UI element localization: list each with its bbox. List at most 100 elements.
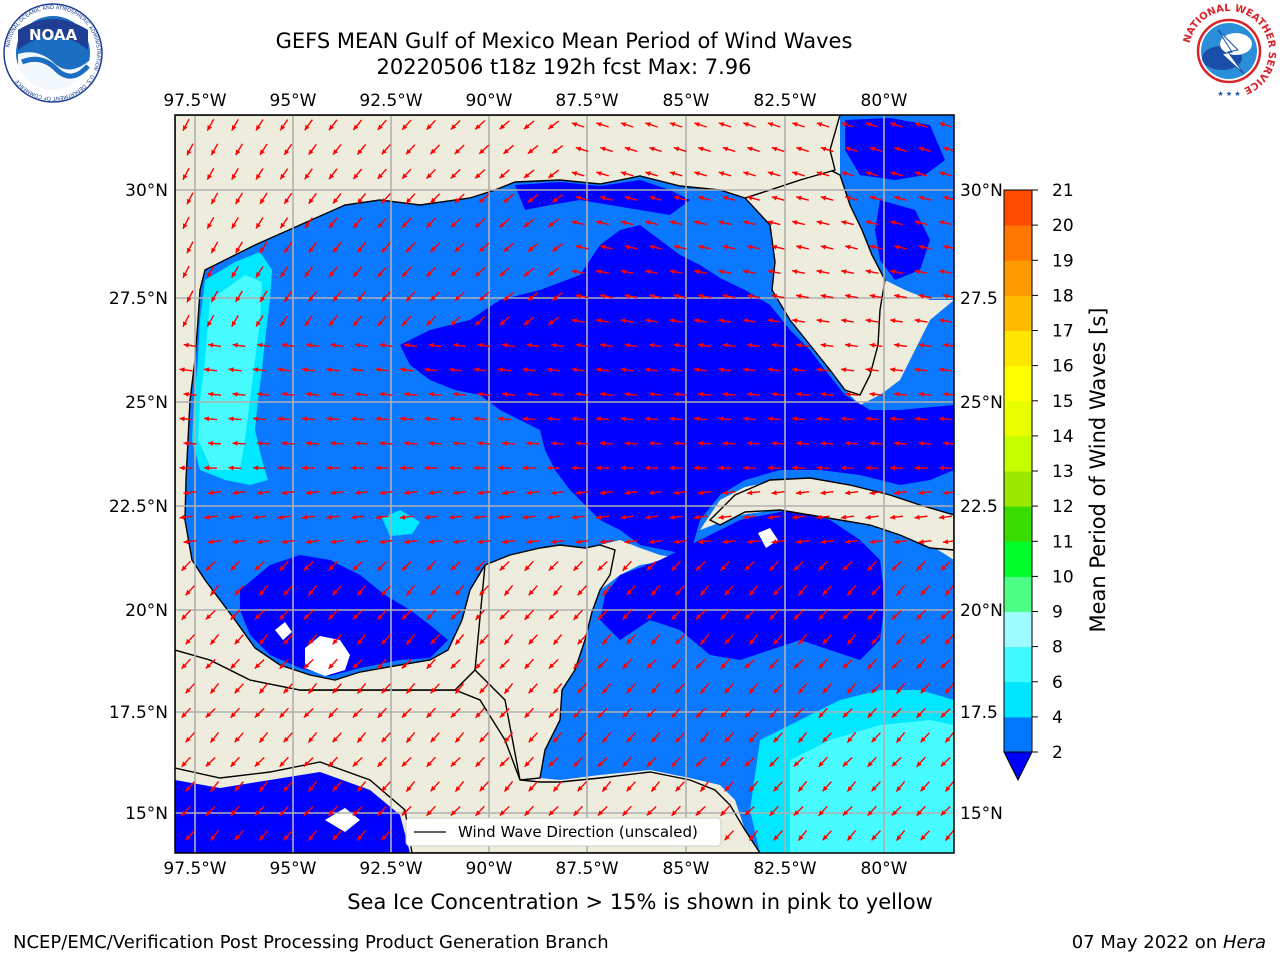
arrow-head bbox=[235, 149, 241, 156]
arrow-head bbox=[181, 663, 187, 669]
arrow-head bbox=[424, 367, 430, 373]
arrow-head bbox=[527, 295, 534, 301]
arrow-head bbox=[473, 514, 479, 520]
arrow-head bbox=[597, 761, 604, 767]
arrow-head bbox=[523, 124, 530, 130]
arrow-head bbox=[624, 195, 631, 201]
arrow-head bbox=[552, 295, 558, 301]
arrow-head bbox=[891, 712, 898, 718]
arrow-head bbox=[254, 761, 261, 767]
colorbar-segment bbox=[1004, 190, 1032, 226]
arrow-head bbox=[622, 565, 628, 571]
arrow-head bbox=[847, 639, 853, 645]
wind-wave-arrows bbox=[179, 118, 954, 842]
arrow-head bbox=[449, 367, 455, 373]
arrow-head bbox=[842, 565, 849, 571]
arrow-head bbox=[522, 367, 528, 373]
arrow-head bbox=[847, 786, 853, 792]
arrow-head bbox=[210, 835, 216, 841]
arrow-head bbox=[695, 761, 702, 767]
arrow-head bbox=[528, 785, 534, 792]
arrow-head bbox=[920, 589, 926, 596]
arrow-head bbox=[865, 514, 871, 520]
arrow-head bbox=[404, 440, 410, 446]
arrow-head bbox=[473, 367, 479, 373]
arrow-head bbox=[645, 220, 651, 226]
arrow-head bbox=[943, 244, 949, 250]
arrow-head bbox=[475, 320, 481, 326]
arrow-head bbox=[426, 565, 432, 571]
arrow-head bbox=[254, 565, 261, 571]
arrow-head bbox=[352, 712, 359, 718]
arrow-head bbox=[914, 416, 920, 422]
arrow-head bbox=[352, 565, 359, 571]
arrow-head bbox=[381, 736, 387, 743]
arrow-head bbox=[257, 342, 263, 348]
arrow-head bbox=[597, 712, 604, 718]
arrow-head bbox=[771, 391, 777, 397]
arrow-head bbox=[181, 712, 187, 718]
arrow-head bbox=[553, 688, 559, 694]
arrow-head bbox=[332, 834, 338, 841]
arrow-head bbox=[773, 834, 779, 841]
arrow-head bbox=[306, 539, 312, 545]
arrow-head bbox=[573, 663, 579, 669]
arrow-head bbox=[498, 514, 504, 520]
arrow-head bbox=[450, 271, 457, 277]
arrow-head bbox=[645, 269, 651, 275]
arrow-head bbox=[308, 247, 314, 253]
arrow-head bbox=[718, 416, 724, 422]
arrow-head bbox=[600, 195, 606, 201]
arrow-head bbox=[816, 171, 823, 176]
arrow-head bbox=[205, 565, 212, 571]
arrow-head bbox=[551, 539, 557, 545]
arrow-head bbox=[357, 639, 363, 645]
arrow-head bbox=[575, 146, 582, 152]
arrow-head bbox=[400, 367, 406, 373]
lat-label-left: 20°N bbox=[125, 601, 168, 621]
arrow-head bbox=[718, 514, 724, 520]
lon-label-bottom: 85°W bbox=[663, 859, 710, 879]
arrow-head bbox=[406, 688, 412, 694]
arrow-head bbox=[671, 761, 677, 767]
arrow-head bbox=[718, 318, 724, 324]
arrow-head bbox=[695, 565, 702, 571]
arrow-head bbox=[669, 122, 676, 127]
arrow-head bbox=[355, 440, 361, 446]
arrow-head bbox=[891, 810, 898, 816]
colorbar: 2 4 6 8 9 10 11 12 13 14 15 16 17 18 19 20 21 bbox=[1003, 181, 1074, 782]
arrow-head bbox=[796, 293, 802, 299]
arrow-head bbox=[596, 367, 602, 373]
arrow-head bbox=[404, 342, 410, 348]
arrow-head bbox=[430, 736, 436, 743]
arrow-head bbox=[256, 173, 261, 180]
colorbar-segment bbox=[1004, 506, 1032, 542]
arrow-head bbox=[816, 220, 823, 226]
arrow-head bbox=[449, 416, 455, 422]
arrow-head bbox=[796, 146, 802, 152]
arrow-head bbox=[575, 244, 582, 250]
arrow-head bbox=[720, 761, 726, 767]
arrow-head bbox=[326, 514, 332, 520]
arrow-head bbox=[626, 638, 632, 645]
arrow-head bbox=[330, 539, 336, 545]
arrow-head bbox=[504, 737, 510, 743]
arrow-head bbox=[718, 220, 725, 226]
arrow-head bbox=[718, 269, 724, 275]
colorbar-tick-label: 10 bbox=[1052, 567, 1074, 587]
arrow-head bbox=[280, 222, 286, 229]
arrow-head bbox=[204, 367, 210, 373]
arrow-head bbox=[450, 712, 457, 718]
arrow-head bbox=[377, 712, 383, 718]
arrow-head bbox=[894, 244, 900, 250]
arrow-head bbox=[597, 614, 604, 620]
lon-label-bottom: 97.5°W bbox=[163, 859, 226, 879]
arrow-head bbox=[767, 318, 773, 324]
arrow-head bbox=[479, 687, 485, 694]
arrow-head bbox=[424, 416, 430, 422]
arrow-head bbox=[645, 122, 651, 127]
arrow-head bbox=[767, 416, 773, 422]
arrow-head bbox=[181, 565, 187, 571]
arrow-head bbox=[865, 416, 871, 422]
arrow-head bbox=[626, 589, 632, 596]
